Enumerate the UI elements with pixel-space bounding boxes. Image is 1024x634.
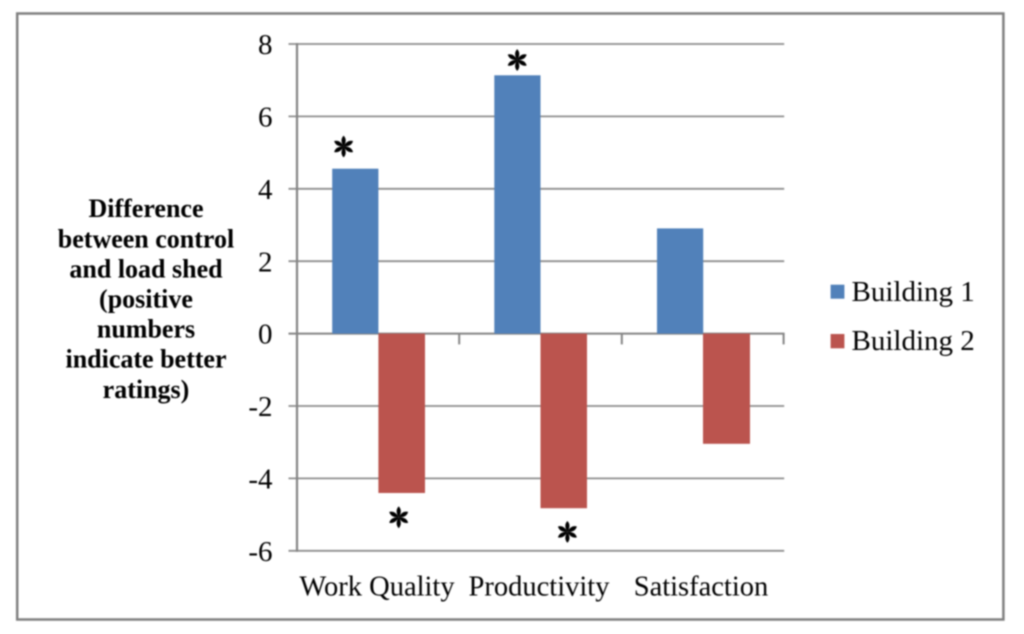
- svg-text:Building 2: Building 2: [852, 325, 975, 357]
- svg-text:4: 4: [258, 174, 273, 206]
- svg-text:Work Quality: Work Quality: [299, 572, 455, 603]
- svg-text:Satisfaction: Satisfaction: [634, 572, 769, 603]
- svg-text:ratings): ratings): [103, 375, 190, 404]
- svg-text:Difference: Difference: [88, 194, 203, 223]
- svg-text:between control: between control: [58, 224, 234, 253]
- svg-text:and load shed: and load shed: [69, 254, 223, 283]
- svg-text:Productivity: Productivity: [469, 572, 611, 603]
- svg-text:6: 6: [258, 102, 273, 134]
- svg-text:-2: -2: [248, 391, 272, 423]
- svg-text:-6: -6: [248, 536, 272, 568]
- svg-text:8: 8: [258, 29, 273, 61]
- svg-text:Building 1: Building 1: [852, 276, 975, 308]
- svg-text:(positive: (positive: [99, 285, 193, 314]
- svg-text:0: 0: [258, 319, 273, 351]
- svg-text:numbers: numbers: [97, 315, 195, 344]
- svg-text:indicate better: indicate better: [65, 345, 226, 374]
- svg-text:-4: -4: [248, 464, 273, 496]
- svg-text:2: 2: [258, 246, 273, 278]
